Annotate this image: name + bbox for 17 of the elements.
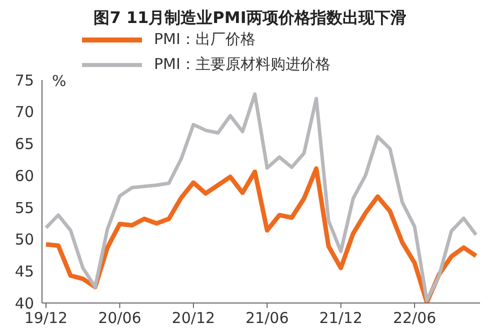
- y-tick-label: 65: [14, 135, 34, 154]
- x-tick-label: 20/12: [172, 309, 216, 327]
- y-tick-label: 55: [14, 198, 34, 217]
- legend-label: PMI：出厂价格: [154, 30, 256, 49]
- y-tick-label: 75: [14, 71, 34, 90]
- y-tick-label: 70: [14, 103, 34, 122]
- legend-label: PMI：主要原材料购进价格: [154, 55, 330, 74]
- x-tick-label: 20/06: [98, 309, 142, 327]
- y-tick-label: 50: [14, 230, 34, 249]
- x-tick-label: 21/06: [246, 309, 289, 327]
- line-series: [44, 92, 478, 302]
- chart-title: 图7 11月制造业PMI两项价格指数出现下滑: [92, 8, 408, 29]
- y-tick-label: 45: [14, 262, 34, 280]
- y-tick-label: 60: [14, 166, 34, 185]
- y-axis-title: %: [52, 72, 66, 90]
- x-tick-label: 21/12: [319, 309, 362, 327]
- x-tick-label: 22/06: [392, 309, 436, 327]
